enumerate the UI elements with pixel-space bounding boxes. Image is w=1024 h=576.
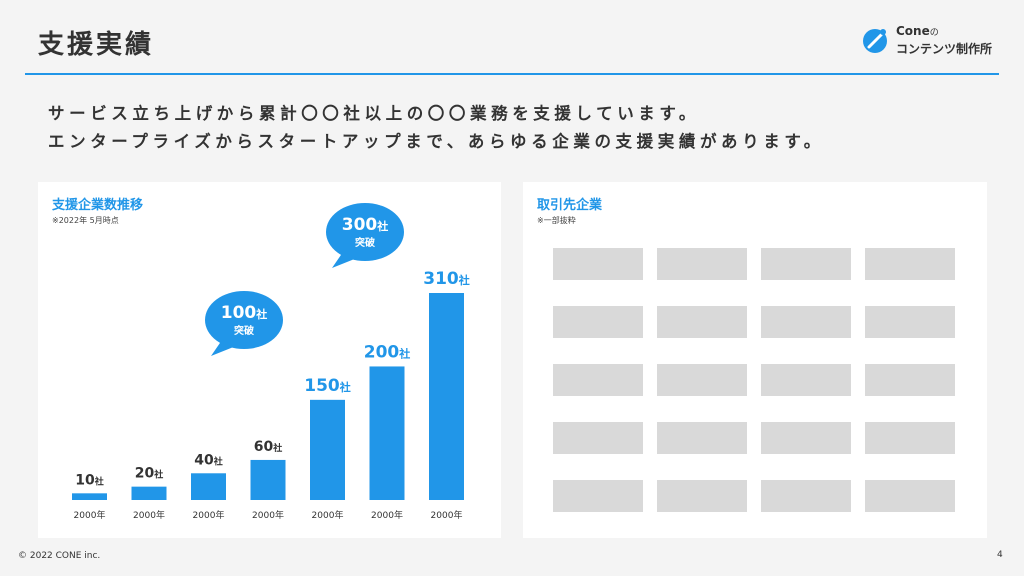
clients-note: ※一部抜粋 — [537, 216, 576, 225]
logo-brand: Cone — [896, 24, 930, 38]
client-logo-placeholder — [657, 306, 747, 338]
bar-2 — [131, 486, 167, 500]
client-logo-placeholder — [865, 306, 955, 338]
company-logo: Coneの コンテンツ制作所 — [862, 24, 1002, 60]
clients-panel: 取引先企業 ※一部抜粋 — [523, 182, 987, 538]
bar-5 — [310, 399, 345, 500]
client-logo-placeholder — [865, 422, 955, 454]
client-logo-placeholder — [553, 480, 643, 512]
client-logo-placeholder — [761, 480, 851, 512]
client-logo-placeholder — [761, 422, 851, 454]
client-logo-placeholder — [657, 422, 747, 454]
client-logo-placeholder — [657, 364, 747, 396]
bar-3 — [191, 473, 226, 500]
footer-copyright: © 2022 CONE inc. — [18, 551, 101, 561]
chart-title: 支援企業数推移 — [52, 198, 144, 213]
callout-1-text: 突破 — [234, 324, 254, 337]
callout-1-value: 100社 — [221, 303, 268, 323]
data-label-2: 20社 — [135, 466, 164, 482]
x-tick-4: 2000年 — [252, 509, 284, 521]
callout-1-tail — [211, 340, 236, 356]
callout-2-tail — [332, 252, 357, 268]
x-tick-5: 2000年 — [312, 509, 344, 521]
intro-text: サービス立ち上げから累計〇〇社以上の〇〇業務を支援しています。 エンタープライズ… — [48, 100, 825, 156]
client-logo-placeholder — [553, 364, 643, 396]
callout-2-value: 300社 — [342, 215, 389, 235]
header-divider — [25, 73, 999, 75]
data-label-5: 150社 — [304, 376, 351, 396]
logo-text-line1: Coneの — [896, 24, 939, 38]
callout-1-bubble — [205, 291, 283, 349]
x-tick-2: 2000年 — [133, 509, 165, 521]
x-tick-1: 2000年 — [74, 509, 106, 521]
client-logo-placeholder — [865, 480, 955, 512]
bar-chart: 10社 2000年 20社 2000年 40社 2000年 60社 2000年 150社 2000… — [72, 203, 470, 521]
intro-line-1: サービス立ち上げから累計〇〇社以上の〇〇業務を支援しています。 — [48, 104, 700, 123]
client-logo-placeholder — [553, 422, 643, 454]
client-logo-placeholder — [657, 480, 747, 512]
client-logo-placeholder — [761, 364, 851, 396]
client-growth-panel: 支援企業数推移 ※2022年 5月時点 10社 2000年 20社 2000年 40社 2… — [38, 182, 501, 538]
data-label-3: 40社 — [194, 452, 223, 468]
cone-logo-icon — [863, 29, 887, 53]
x-tick-3: 2000年 — [193, 509, 225, 521]
client-logo-placeholder — [553, 248, 643, 280]
header: 支援実績 Coneの コンテンツ制作所 — [0, 0, 1024, 75]
client-logo-placeholder — [761, 248, 851, 280]
client-logo-placeholder — [657, 248, 747, 280]
data-label-7: 310社 — [423, 269, 470, 289]
client-logo-placeholder — [865, 248, 955, 280]
page-number: 4 — [997, 550, 1003, 560]
bar-6 — [369, 366, 405, 500]
x-tick-6: 2000年 — [371, 509, 403, 521]
data-label-4: 60社 — [254, 439, 283, 455]
data-label-1: 10社 — [75, 472, 104, 488]
bar-7 — [429, 293, 464, 500]
client-logo-placeholder — [761, 306, 851, 338]
client-logo-placeholder — [865, 364, 955, 396]
callout-2-bubble — [326, 203, 404, 261]
logo-text-line2: コンテンツ制作所 — [896, 42, 993, 56]
page-title: 支援実績 — [38, 30, 155, 60]
callout-2-text: 突破 — [355, 236, 375, 249]
bar-1 — [72, 493, 107, 500]
bar-4 — [250, 459, 286, 500]
chart-note: ※2022年 5月時点 — [52, 216, 119, 225]
client-logo-placeholder — [553, 306, 643, 338]
data-label-6: 200社 — [364, 342, 411, 362]
clients-title: 取引先企業 — [537, 198, 603, 213]
intro-line-2: エンタープライズからスタートアップまで、あらゆる企業の支援実績があります。 — [48, 132, 825, 151]
logo-particle: の — [929, 28, 939, 38]
x-tick-7: 2000年 — [431, 509, 463, 521]
